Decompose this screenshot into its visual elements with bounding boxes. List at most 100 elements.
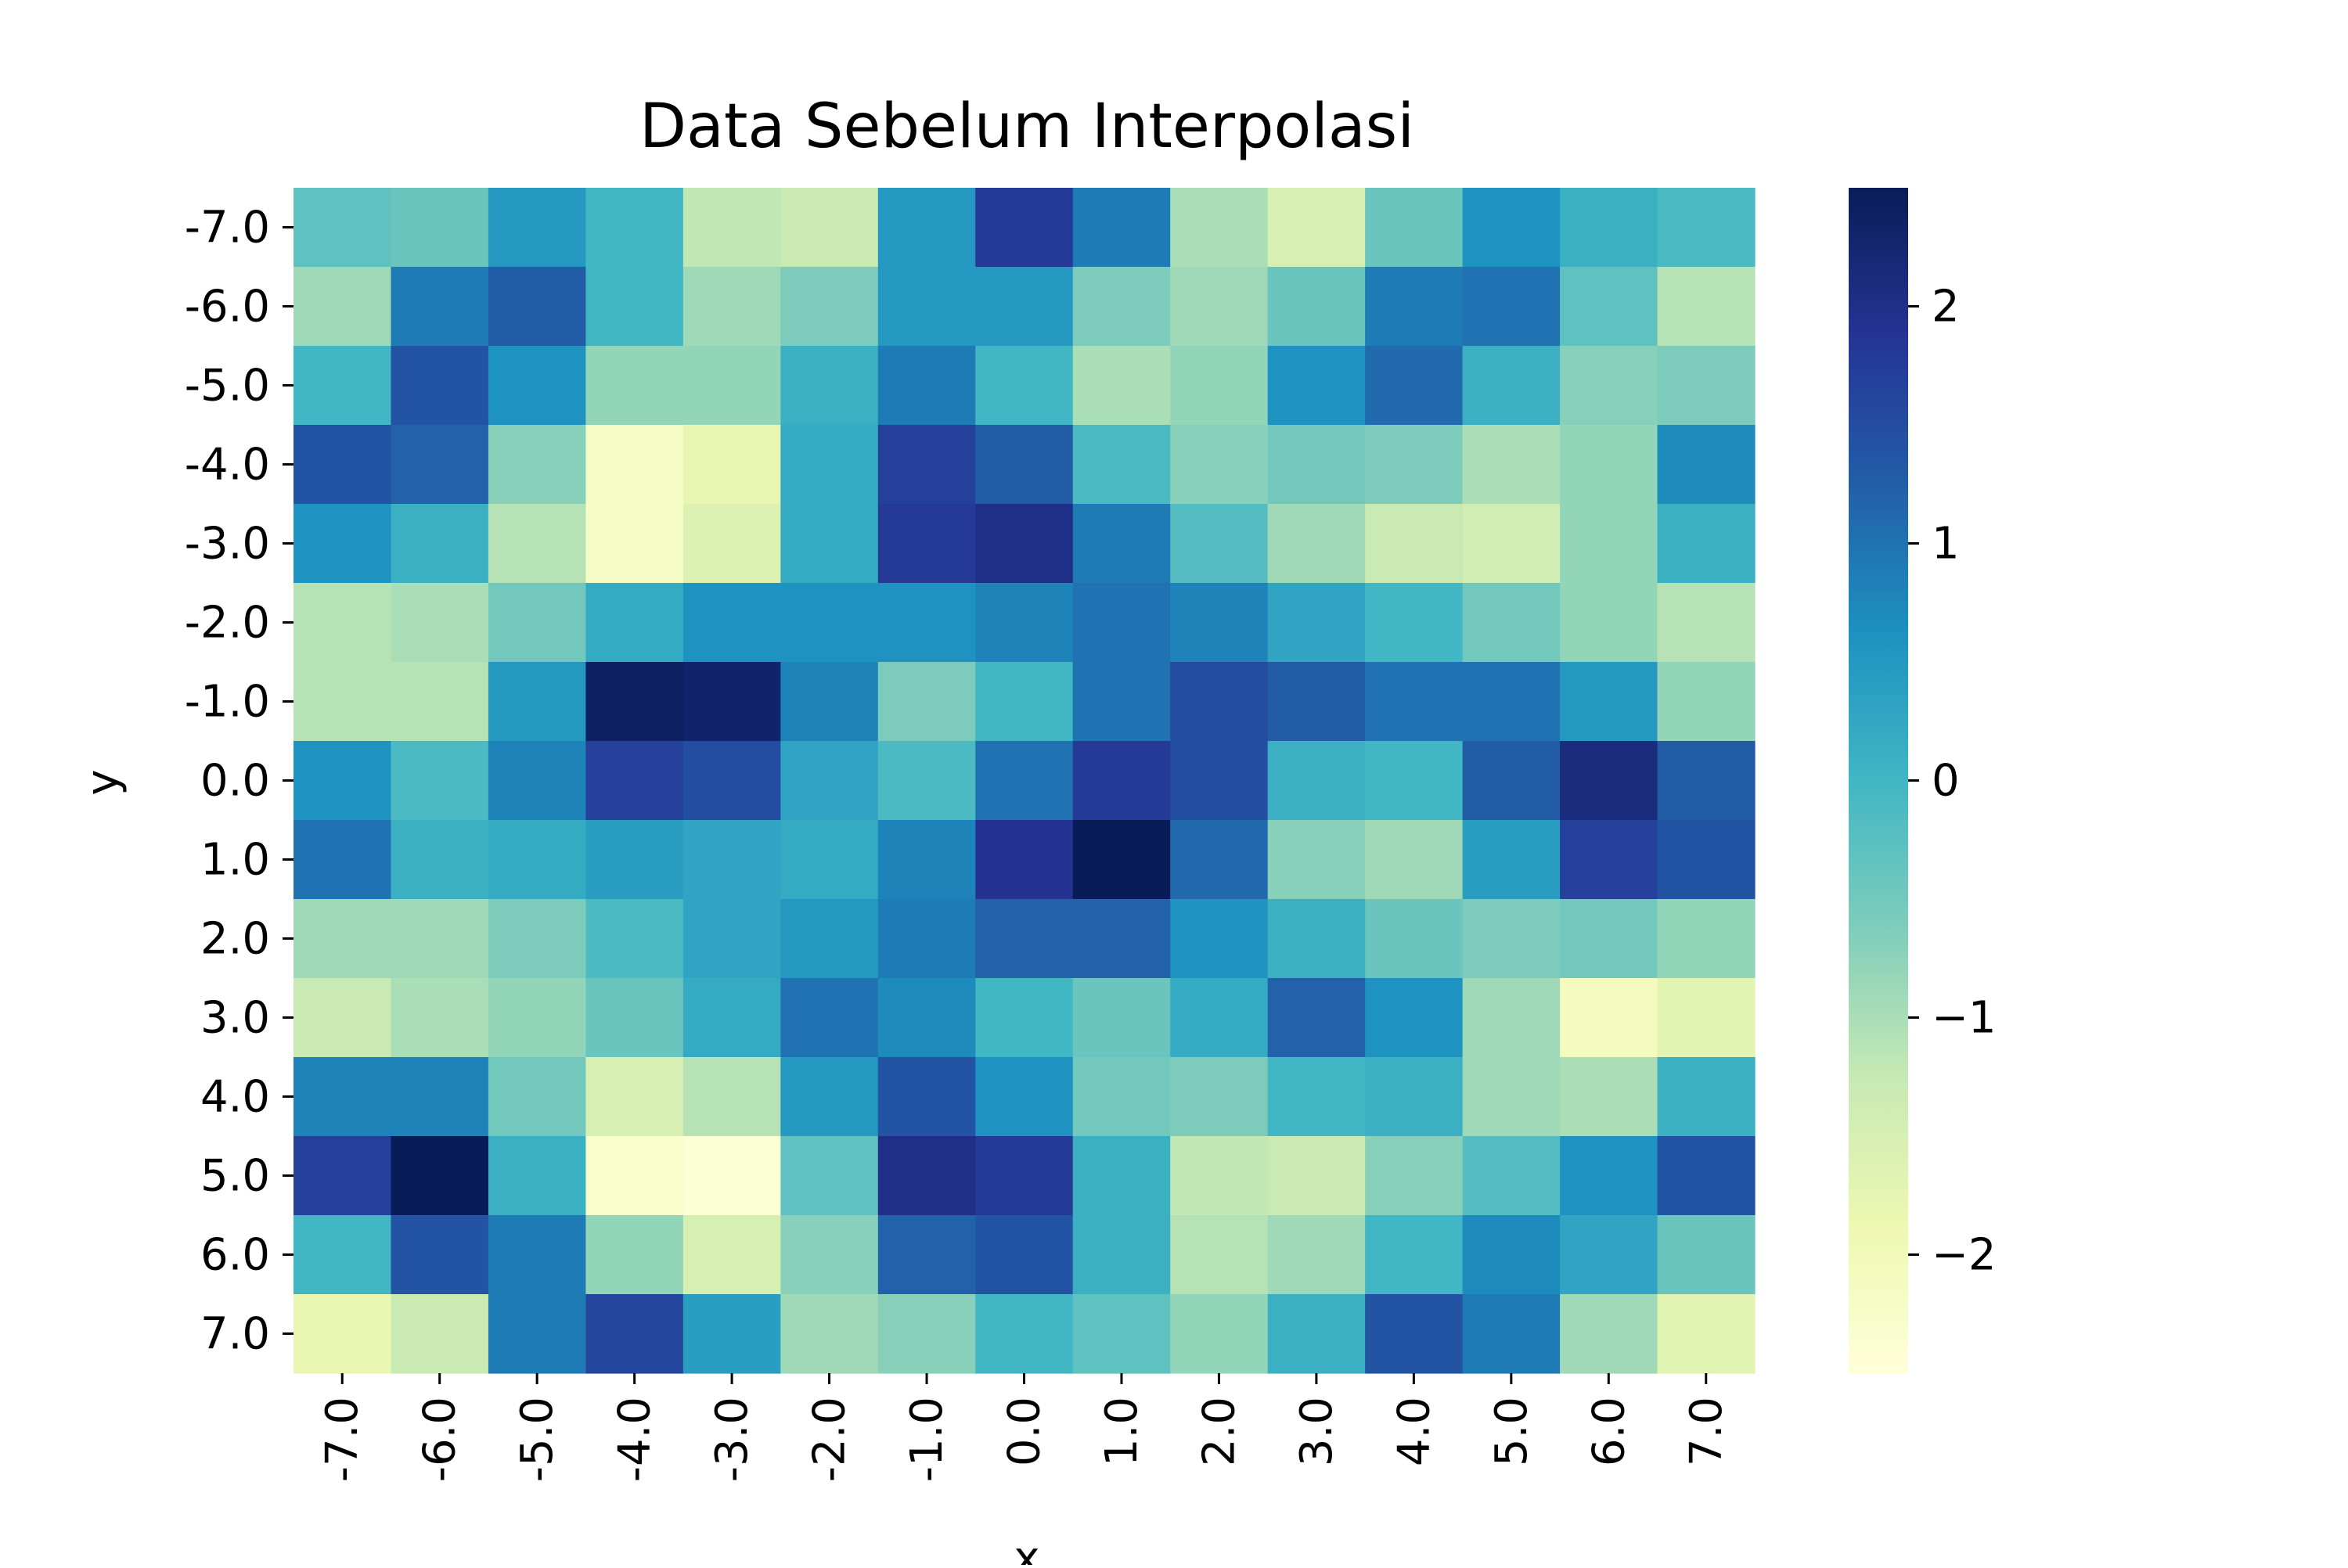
heatmap-cell <box>877 820 976 900</box>
heatmap-cell <box>1560 978 1658 1058</box>
heatmap-cell <box>585 504 684 584</box>
x-tick-label: -7.0 <box>317 1397 368 1482</box>
heatmap-cell <box>1267 267 1366 347</box>
heatmap-cell <box>780 1057 879 1137</box>
heatmap-cell <box>1657 1057 1756 1137</box>
heatmap-cell <box>780 1294 879 1374</box>
heatmap-cell <box>488 346 586 426</box>
y-tick-label: 0.0 <box>200 756 270 807</box>
heatmap-cell <box>1462 1057 1561 1137</box>
heatmap-cell <box>780 346 879 426</box>
heatmap-cell <box>1462 1294 1561 1374</box>
heatmap-cell <box>780 188 879 268</box>
y-tick-label: -6.0 <box>185 282 270 333</box>
heatmap-cell <box>975 1215 1074 1295</box>
heatmap-cell <box>1560 662 1658 742</box>
y-tick-label: 6.0 <box>200 1230 270 1281</box>
heatmap-cell <box>488 978 586 1058</box>
heatmap-cell <box>1170 741 1269 821</box>
heatmap-cell <box>1657 504 1756 584</box>
chart-title: Data Sebelum Interpolasi <box>639 92 1414 162</box>
heatmap-cell <box>391 1057 489 1137</box>
x-tick-label: -3.0 <box>707 1397 758 1482</box>
heatmap-cell <box>1170 820 1269 900</box>
colorbar <box>1849 188 1908 1373</box>
heatmap-cell <box>294 1057 392 1137</box>
heatmap-cell <box>1170 899 1269 979</box>
heatmap-cell <box>1657 1215 1756 1295</box>
heatmap-cell <box>780 1136 879 1216</box>
heatmap-cell <box>488 267 586 347</box>
heatmap-cell <box>1170 1294 1269 1374</box>
heatmap-cell <box>1072 504 1171 584</box>
heatmap-cell <box>877 978 976 1058</box>
heatmap-cell <box>488 583 586 663</box>
heatmap-cell <box>780 425 879 505</box>
heatmap-cell <box>1267 741 1366 821</box>
heatmap-cell <box>877 741 976 821</box>
heatmap-cell <box>1170 267 1269 347</box>
heatmap-cell <box>1072 1057 1171 1137</box>
heatmap-cell <box>1657 346 1756 426</box>
heatmap-cell <box>975 1136 1074 1216</box>
heatmap-cell <box>975 978 1074 1058</box>
heatmap-cell <box>1462 820 1561 900</box>
heatmap-cell <box>1072 346 1171 426</box>
heatmap-cell <box>488 425 586 505</box>
y-axis-ticks: -7.0 -6.0 -5.0 -4.0 -3.0 -2.0 -1.0 0.0 1.0 2.0 3.0… <box>185 203 294 1360</box>
heatmap-cell <box>294 1294 392 1374</box>
heatmap-cell <box>780 978 879 1058</box>
heatmap-cell <box>1267 583 1366 663</box>
heatmap-cell <box>975 1294 1074 1374</box>
heatmap-cell <box>585 1057 684 1137</box>
heatmap-cell <box>1560 504 1658 584</box>
heatmap-cell <box>975 1057 1074 1137</box>
heatmap-cell <box>682 899 781 979</box>
heatmap-cell <box>1365 820 1464 900</box>
heatmap-cell <box>1072 899 1171 979</box>
heatmap-cell <box>391 425 489 505</box>
heatmap-cell <box>1365 978 1464 1058</box>
heatmap-cell <box>1657 899 1756 979</box>
heatmap-cell <box>1462 899 1561 979</box>
heatmap-cell <box>585 267 684 347</box>
heatmap-cell <box>682 188 781 268</box>
heatmap-cell <box>391 978 489 1058</box>
x-tick-label: 6.0 <box>1583 1397 1634 1466</box>
heatmap-cell <box>1657 583 1756 663</box>
x-tick-label: -6.0 <box>415 1397 466 1482</box>
heatmap-cell <box>294 504 392 584</box>
heatmap-cell <box>488 899 586 979</box>
heatmap-cell <box>1462 741 1561 821</box>
heatmap-cell <box>585 741 684 821</box>
heatmap-cell <box>780 899 879 979</box>
heatmap-cell <box>682 820 781 900</box>
heatmap-cell <box>1072 741 1171 821</box>
heatmap-cell <box>682 583 781 663</box>
heatmap-cell <box>877 504 976 584</box>
heatmap-cell <box>682 1215 781 1295</box>
heatmap-cell <box>294 820 392 900</box>
heatmap-cell <box>294 1215 392 1295</box>
heatmap-cell <box>1170 1136 1269 1216</box>
heatmap-cell <box>1170 504 1269 584</box>
y-tick-label: 5.0 <box>200 1151 270 1202</box>
heatmap-cell <box>488 1136 586 1216</box>
heatmap-cell <box>1072 1136 1171 1216</box>
heatmap-cell <box>1072 820 1171 900</box>
heatmap-cell <box>488 1294 586 1374</box>
heatmap-cell <box>975 267 1074 347</box>
heatmap-cell <box>975 820 1074 900</box>
heatmap-cell <box>294 346 392 426</box>
heatmap-cell <box>682 662 781 742</box>
x-tick-label: -2.0 <box>805 1397 855 1482</box>
heatmap-cell <box>391 267 489 347</box>
y-tick-label: -4.0 <box>185 440 270 491</box>
heatmap-cell <box>975 346 1074 426</box>
heatmap-cell <box>1072 188 1171 268</box>
colorbar-tick-label: 2 <box>1932 282 1960 333</box>
heatmap-cell <box>1267 1057 1366 1137</box>
heatmap-cell <box>585 1215 684 1295</box>
y-axis-label: y <box>77 769 128 795</box>
